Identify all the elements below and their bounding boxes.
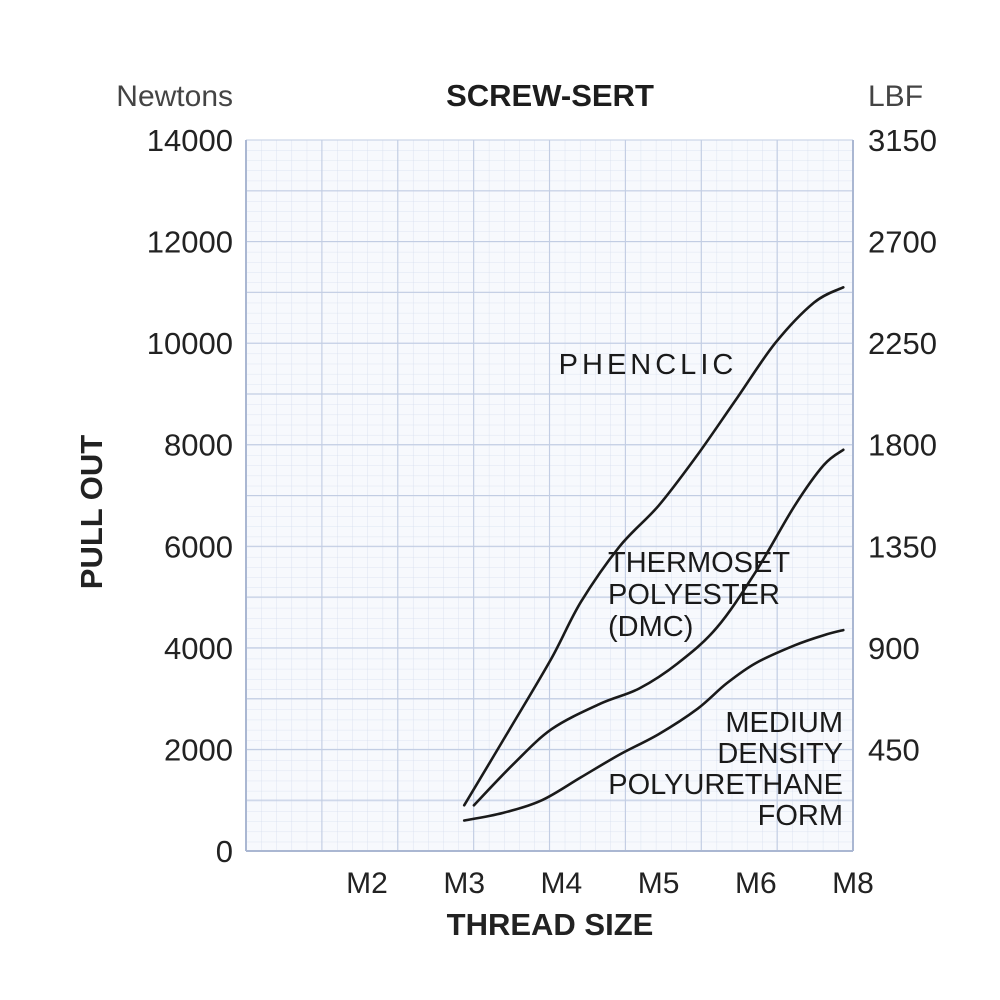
- polyurethane-form-curve: [462, 628, 845, 822]
- x-axis-title: THREAD SIZE: [447, 907, 654, 942]
- thermoset-polyester-label-line: THERMOSET: [608, 547, 790, 579]
- y-left-tick-label: 10000: [147, 326, 233, 361]
- y-left-tick-label: 14000: [147, 123, 233, 158]
- curves: [462, 286, 845, 822]
- polyurethane-form-label-line: FORM: [758, 800, 843, 832]
- thermoset-polyester-label-line: (DMC): [608, 611, 693, 643]
- grid: [245, 139, 854, 852]
- x-tick-label: M4: [541, 867, 583, 900]
- x-tick-label: M6: [735, 867, 777, 900]
- y-axis-title: PULL OUT: [74, 435, 109, 589]
- x-tick-label: M5: [638, 867, 680, 900]
- left-unit-label: Newtons: [116, 80, 233, 113]
- polyurethane-form-label-line: MEDIUM: [725, 707, 843, 739]
- y-left-tick-label: 12000: [147, 225, 233, 260]
- y-right-tick-label: 3150: [868, 123, 937, 158]
- y-right-tick-label: 1800: [868, 428, 937, 463]
- phenclic-curve: [462, 286, 845, 807]
- labels: Newtons SCREW-SERT LBF PULL OUT THREAD S…: [74, 78, 937, 942]
- y-left-tick-label: 4000: [164, 631, 233, 666]
- y-left-tick-label: 8000: [164, 428, 233, 463]
- y-right-tick-label: 450: [868, 732, 920, 767]
- thermoset-polyester-curve: [472, 448, 845, 807]
- chart-title: SCREW-SERT: [446, 78, 654, 113]
- y-left-tick-label: 2000: [164, 732, 233, 767]
- thermoset-polyester-label-line: POLYESTER: [608, 579, 780, 611]
- x-tick-label: M3: [443, 867, 485, 900]
- y-right-tick-label: 2250: [868, 326, 937, 361]
- y-right-tick-label: 2700: [868, 225, 937, 260]
- y-left-tick-label: 0: [216, 834, 233, 869]
- y-left-tick-label: 6000: [164, 529, 233, 564]
- phenclic-label-line: PHENCLIC: [559, 349, 738, 381]
- axes: [245, 140, 854, 852]
- y-right-tick-label: 900: [868, 631, 920, 666]
- polyurethane-form-label-line: DENSITY: [717, 738, 843, 770]
- polyurethane-form-label-line: POLYURETHANE: [608, 769, 843, 801]
- x-tick-label: M2: [346, 867, 388, 900]
- y-right-tick-label: 1350: [868, 529, 937, 564]
- right-unit-label: LBF: [868, 80, 923, 113]
- x-tick-label: M8: [832, 867, 874, 900]
